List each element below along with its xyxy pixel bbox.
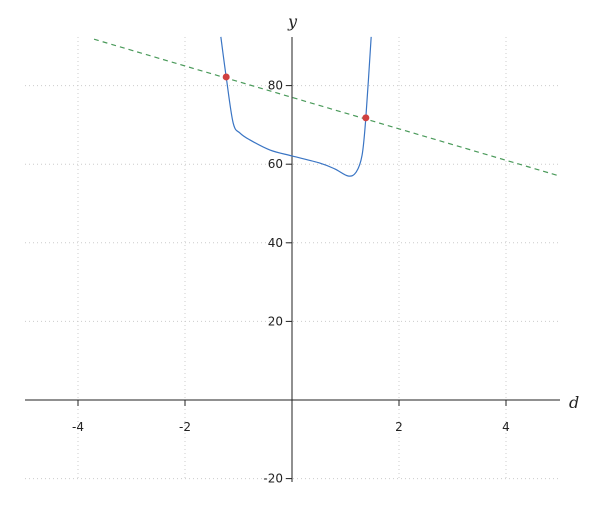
x-tick-label: -4 bbox=[72, 420, 84, 434]
y-tick-label: 20 bbox=[268, 314, 283, 328]
y-tick-label: 80 bbox=[268, 79, 283, 93]
y-axis-label: y bbox=[287, 12, 298, 31]
curve-series bbox=[220, 36, 372, 177]
intersection-point bbox=[222, 73, 230, 81]
y-tick-label: 60 bbox=[268, 157, 283, 171]
dashed-line-series bbox=[93, 38, 560, 177]
y-tick-label: 40 bbox=[268, 236, 283, 250]
x-tick-label: -2 bbox=[179, 420, 191, 434]
x-tick-label: 2 bbox=[395, 420, 403, 434]
y-tick-label: -20 bbox=[263, 472, 283, 486]
x-axis-label: d bbox=[569, 393, 579, 412]
x-tick-label: 4 bbox=[502, 420, 510, 434]
intersection-point bbox=[362, 114, 370, 122]
